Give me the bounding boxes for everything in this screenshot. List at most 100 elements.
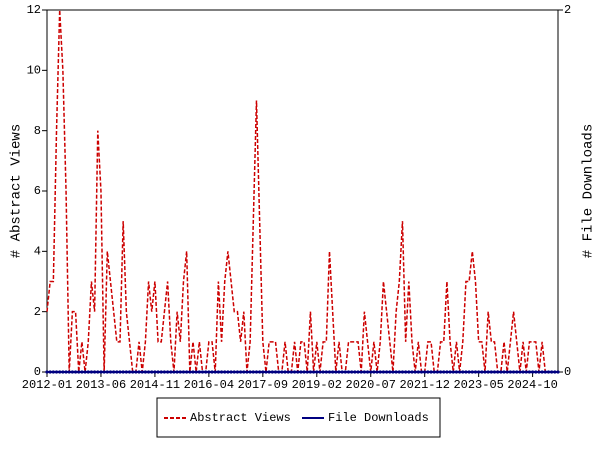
data-point [324,370,328,374]
data-point [51,370,55,374]
data-point [302,370,306,374]
data-point [527,370,532,374]
data-point [83,370,87,374]
legend [156,397,441,438]
data-point [540,370,544,374]
data-point [404,370,408,374]
data-point [388,370,392,374]
data-point [216,370,220,374]
data-point [166,370,170,374]
data-point [96,370,100,374]
data-point [61,370,65,374]
data-point [108,370,113,374]
data-point [226,370,230,374]
y-tick-label: 8 [34,124,41,138]
data-point [378,370,382,374]
data-point [191,370,195,374]
data-point [391,370,395,374]
data-point [350,370,354,374]
x-tick-label: 2012-01 [22,378,72,392]
data-point [438,370,443,374]
data-point [546,370,551,374]
data-point [280,370,284,374]
data-point [346,370,351,374]
data-point [131,370,135,374]
data-point [229,370,233,374]
data-point [210,370,214,374]
data-point [423,370,427,374]
y-tick-label: 6 [34,184,41,198]
data-point [369,370,373,374]
data-point [134,370,138,374]
data-point [435,370,439,374]
data-point [261,370,265,374]
data-point [93,370,97,374]
data-point [400,370,405,374]
data-point [54,370,59,374]
data-point [267,370,271,374]
data-point [315,370,319,374]
data-point [416,370,420,374]
data-point [461,370,465,374]
data-point [470,370,474,374]
y-tick-label: 2 [34,305,41,319]
data-point [429,370,433,374]
y2-tick-label: 2 [564,3,571,17]
data-point [537,370,541,374]
data-point [394,370,398,374]
data-point [239,370,243,374]
data-point [264,370,268,374]
data-point [277,370,281,374]
data-point [343,370,347,374]
data-point [178,370,182,374]
data-point [64,370,68,374]
data-point [124,370,128,374]
data-point [432,370,436,374]
data-point [185,370,189,374]
x-tick-label: 2020-07 [346,378,396,392]
data-point [511,370,516,374]
data-point [162,370,167,374]
data-point [480,370,484,374]
data-point [289,370,293,374]
data-point [223,370,227,374]
data-point [140,370,144,374]
data-point [112,370,116,374]
data-point [67,370,71,374]
data-point [442,370,446,374]
data-point [321,370,325,374]
data-point [419,370,424,374]
data-point [413,370,417,374]
data-point [524,370,528,374]
data-point [473,370,478,374]
data-point [521,370,525,374]
data-point [159,370,163,374]
data-point [153,370,157,374]
y-tick-label: 0 [34,365,41,379]
data-point [150,370,154,374]
data-point [534,370,538,374]
data-point [458,370,462,374]
x-tick-label: 2021-12 [399,378,449,392]
data-point [251,370,255,374]
data-point [283,370,287,374]
data-point [115,370,119,374]
legend-label: File Downloads [328,411,429,425]
data-point [381,370,386,374]
data-point [483,370,487,374]
data-point [188,370,192,374]
x-tick-label: 2023-05 [453,378,503,392]
data-point [200,370,205,374]
data-point [448,370,452,374]
data-point [137,370,141,374]
data-point [143,370,147,374]
data-point [156,370,160,374]
data-point [146,370,151,374]
data-point [197,370,201,374]
data-point [292,370,297,374]
series-line [46,9,558,373]
data-point [86,370,90,374]
data-point [385,370,389,374]
data-point [502,370,506,374]
